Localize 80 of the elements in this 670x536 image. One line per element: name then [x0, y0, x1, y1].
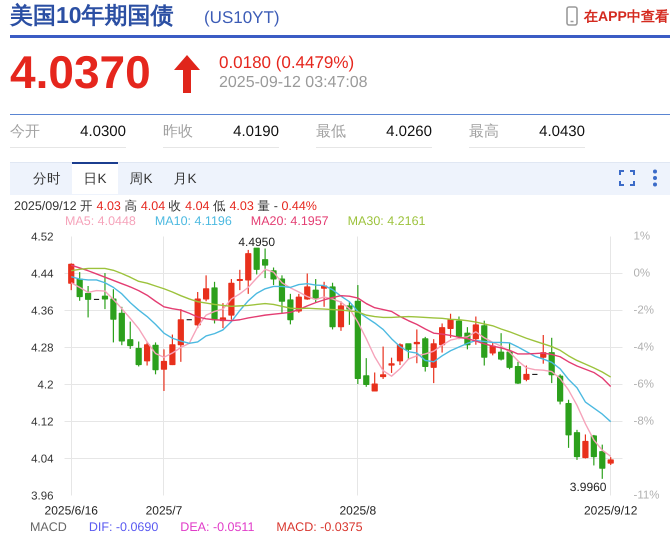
text: MA5: 4.0448: [65, 214, 136, 228]
x-tick-label: 2025/7: [146, 504, 183, 518]
y-tick-label: 4.04: [31, 454, 54, 466]
text: 4.0260: [386, 123, 432, 140]
y-tick-label: 4.44: [31, 268, 54, 280]
candlestick: [472, 316, 479, 346]
text: MACD: [30, 520, 67, 534]
y2-tick-label: -11%: [634, 490, 660, 502]
candlestick: [202, 274, 210, 302]
y2-tick-label: -8%: [634, 415, 654, 428]
text: DEA: -0.0511: [180, 520, 254, 534]
y-tick-label: 4.28: [31, 342, 54, 354]
text: MA30: 4.2161: [348, 214, 426, 228]
text: 分时: [32, 171, 62, 187]
text: 最高: [469, 123, 499, 140]
candlestick: [405, 343, 412, 360]
candlestick: [506, 342, 513, 370]
text: MACD: -0.0375: [276, 520, 363, 534]
y-tick-label: 4.52: [31, 232, 54, 244]
text: DIF: -0.0690: [88, 520, 158, 534]
candlestick: [380, 346, 386, 380]
text: 0.0180 (0.4479%): [219, 53, 354, 73]
text: 昨收: [163, 123, 193, 140]
candlestick: [254, 247, 260, 276]
text: 4.0370: [10, 46, 151, 99]
candlestick: [312, 278, 319, 303]
annotation: 4.4950: [238, 235, 276, 250]
candlestick: [84, 285, 92, 318]
y-tick-label: 4.12: [31, 416, 54, 428]
candlestick: [372, 372, 378, 392]
y2-tick-label: -6%: [634, 378, 654, 391]
candlestick: [144, 342, 150, 366]
candlestick: [110, 288, 116, 344]
annotation: 3.9960: [570, 480, 607, 494]
chart-title: 美国10年期国债: [10, 2, 174, 28]
candlestick: [447, 313, 454, 338]
candlestick: [498, 332, 504, 362]
candlestick: [262, 248, 268, 279]
y2-tick-label: 1%: [634, 230, 650, 242]
candlestick: [338, 300, 344, 332]
candlestick: [388, 357, 395, 374]
text: MA10: 4.1196: [154, 214, 232, 228]
candlestick: [127, 321, 134, 350]
candlestick: [363, 358, 370, 388]
chart-subtitle: (US10YT): [204, 8, 280, 28]
candlestick: [414, 328, 420, 364]
text: MA20: 4.1957: [250, 214, 329, 228]
text: 在APP中查看: [584, 8, 669, 24]
candlestick: [136, 340, 142, 368]
candlestick: [102, 272, 108, 310]
candlestick: [304, 272, 310, 300]
y2-tick-label: -2%: [634, 304, 654, 317]
text: 2025-09-12 03:47:08: [219, 74, 368, 92]
candlestick: [523, 364, 530, 382]
candlestick: [599, 444, 606, 480]
candlestick: [236, 269, 243, 291]
text: 日K: [82, 171, 108, 187]
candlestick: [430, 338, 437, 384]
y-tick-label: 4.2: [38, 380, 54, 392]
candlestick: [514, 361, 522, 385]
x-tick-label: 2025/8: [339, 504, 377, 518]
text: 今开: [10, 123, 40, 140]
text: 周K: [128, 171, 154, 187]
candlestick: [160, 348, 168, 392]
text: 4.0430: [539, 123, 585, 140]
y-tick-label: 3.96: [31, 490, 54, 502]
y2-tick-label: -4%: [634, 342, 654, 354]
y-tick-label: 4.36: [31, 306, 54, 318]
candlestick: [169, 334, 176, 366]
candlestick: [490, 342, 496, 356]
y2-tick-label: 0%: [634, 268, 650, 280]
x-tick-label: 2025/9/12: [584, 504, 638, 518]
text: 最低: [316, 123, 346, 140]
candlestick: [582, 434, 589, 460]
text: 4.0190: [233, 123, 279, 140]
text: 2025/09/12 开 4.03 高 4.04 收 4.04 低 4.03 量 - 0.44%: [14, 199, 317, 213]
candlestick: [590, 434, 597, 466]
x-tick-label: 2025/6/16: [44, 504, 98, 518]
text: 4.0300: [80, 123, 126, 140]
text: 月K: [172, 171, 198, 187]
